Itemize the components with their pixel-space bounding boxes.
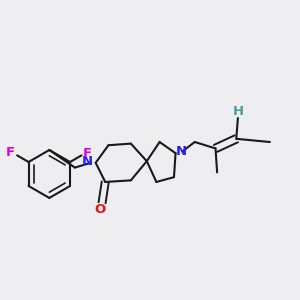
Text: H: H	[232, 104, 244, 118]
Text: F: F	[6, 146, 15, 159]
Text: O: O	[95, 203, 106, 216]
Text: F: F	[83, 147, 92, 160]
Text: N: N	[176, 145, 187, 158]
Text: N: N	[82, 155, 93, 168]
